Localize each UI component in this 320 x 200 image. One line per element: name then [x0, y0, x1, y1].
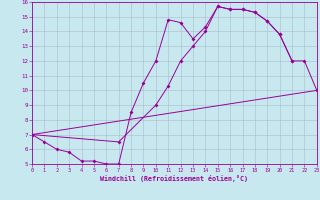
X-axis label: Windchill (Refroidissement éolien,°C): Windchill (Refroidissement éolien,°C)	[100, 175, 248, 182]
